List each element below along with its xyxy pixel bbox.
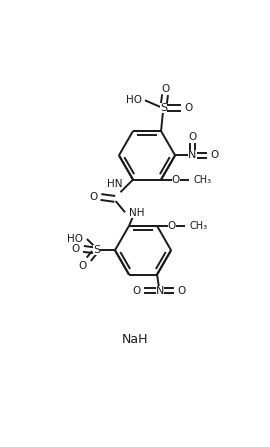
Text: O: O <box>211 150 219 160</box>
Text: CH₃: CH₃ <box>193 175 211 185</box>
Text: NH: NH <box>129 208 144 218</box>
Text: HO: HO <box>126 95 142 105</box>
Text: O: O <box>172 175 180 185</box>
Text: O: O <box>177 286 185 295</box>
Text: O: O <box>161 84 169 93</box>
Text: O: O <box>72 244 80 254</box>
Text: HN: HN <box>107 179 123 190</box>
Text: O: O <box>79 261 87 271</box>
Text: S: S <box>93 245 100 255</box>
Text: S: S <box>160 103 167 114</box>
Text: O: O <box>168 221 176 231</box>
Text: N: N <box>188 150 197 160</box>
Text: N: N <box>156 286 164 295</box>
Text: HO: HO <box>68 234 83 244</box>
Text: O: O <box>188 132 197 142</box>
Text: CH₃: CH₃ <box>189 221 207 231</box>
Text: O: O <box>89 192 97 202</box>
Text: O: O <box>184 103 193 114</box>
Text: O: O <box>133 286 141 295</box>
Text: NaH: NaH <box>122 333 148 346</box>
